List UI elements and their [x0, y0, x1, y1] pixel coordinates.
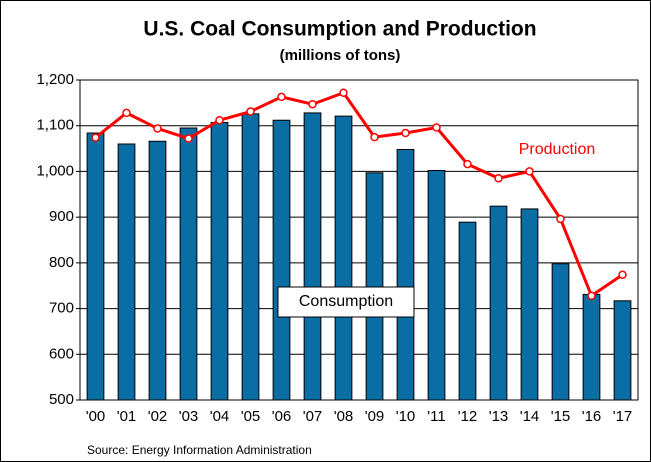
x-tick-label: '13	[489, 408, 509, 425]
y-tick-label: 600	[49, 345, 74, 362]
bar	[613, 300, 632, 401]
x-tick-label: '04	[210, 408, 230, 425]
bar	[303, 112, 322, 401]
y-tick-label: 1,100	[36, 117, 74, 134]
point	[339, 88, 348, 98]
point	[370, 132, 379, 142]
point	[556, 214, 565, 224]
x-tick-label: '03	[179, 408, 199, 425]
point	[525, 167, 534, 176]
bar	[86, 132, 105, 401]
bar	[551, 263, 570, 401]
x-tick-label: '11	[427, 408, 445, 425]
legend-box	[277, 286, 415, 318]
x-tick-label: '16	[582, 408, 602, 425]
x-tick-label: '10	[396, 408, 416, 425]
bar	[582, 293, 601, 401]
x-tick-label: '09	[365, 408, 385, 425]
x-tick-label: '08	[334, 408, 354, 425]
bar	[179, 127, 198, 401]
point	[153, 124, 162, 133]
plot-border	[79, 79, 639, 401]
line	[94, 90, 624, 299]
x-tick-label: '01	[117, 408, 137, 425]
point	[246, 107, 255, 116]
bar	[365, 172, 384, 401]
x-tick-label: '12	[458, 408, 478, 425]
bar	[520, 208, 539, 401]
point	[494, 174, 503, 183]
y-tick-label: 1,000	[36, 162, 74, 179]
point	[587, 291, 596, 301]
x-tick-label: '14	[520, 408, 540, 425]
point	[91, 133, 100, 142]
legend-label: Consumption	[299, 293, 393, 310]
point	[618, 270, 627, 279]
chart-subtitle: (millions of tons)	[280, 47, 401, 64]
x-tick-label: '15	[551, 408, 571, 425]
bar	[241, 113, 260, 401]
y-tick-label: 1,200	[36, 71, 74, 88]
bar	[272, 119, 291, 401]
y-tick-label: 800	[49, 254, 74, 271]
bar	[148, 140, 167, 401]
bar	[117, 143, 136, 401]
bar	[489, 205, 508, 401]
point	[401, 128, 410, 138]
y-tick-label: 500	[49, 391, 74, 408]
bar	[210, 122, 229, 401]
bar	[458, 221, 477, 401]
point	[432, 123, 441, 132]
bar	[396, 148, 415, 401]
bar	[334, 115, 353, 401]
x-tick-label: '07	[303, 408, 323, 425]
point	[463, 159, 472, 169]
x-tick-label: '06	[272, 408, 292, 425]
y-tick-label: 700	[49, 300, 74, 317]
x-tick-label: '00	[86, 408, 106, 425]
bar	[427, 170, 446, 401]
point	[277, 92, 286, 102]
x-tick-label: '02	[148, 408, 168, 425]
x-tick-label: '17	[613, 408, 633, 425]
x-tick-label: '05	[241, 408, 261, 425]
point	[122, 108, 131, 118]
source-note: Source: Energy Information Administratio…	[87, 443, 312, 457]
point	[308, 99, 317, 109]
chart-title: U.S. Coal Consumption and Production	[143, 18, 536, 41]
legend-label: Production	[519, 141, 596, 158]
y-tick-label: 900	[49, 208, 74, 225]
point	[215, 115, 224, 125]
point	[184, 134, 193, 143]
